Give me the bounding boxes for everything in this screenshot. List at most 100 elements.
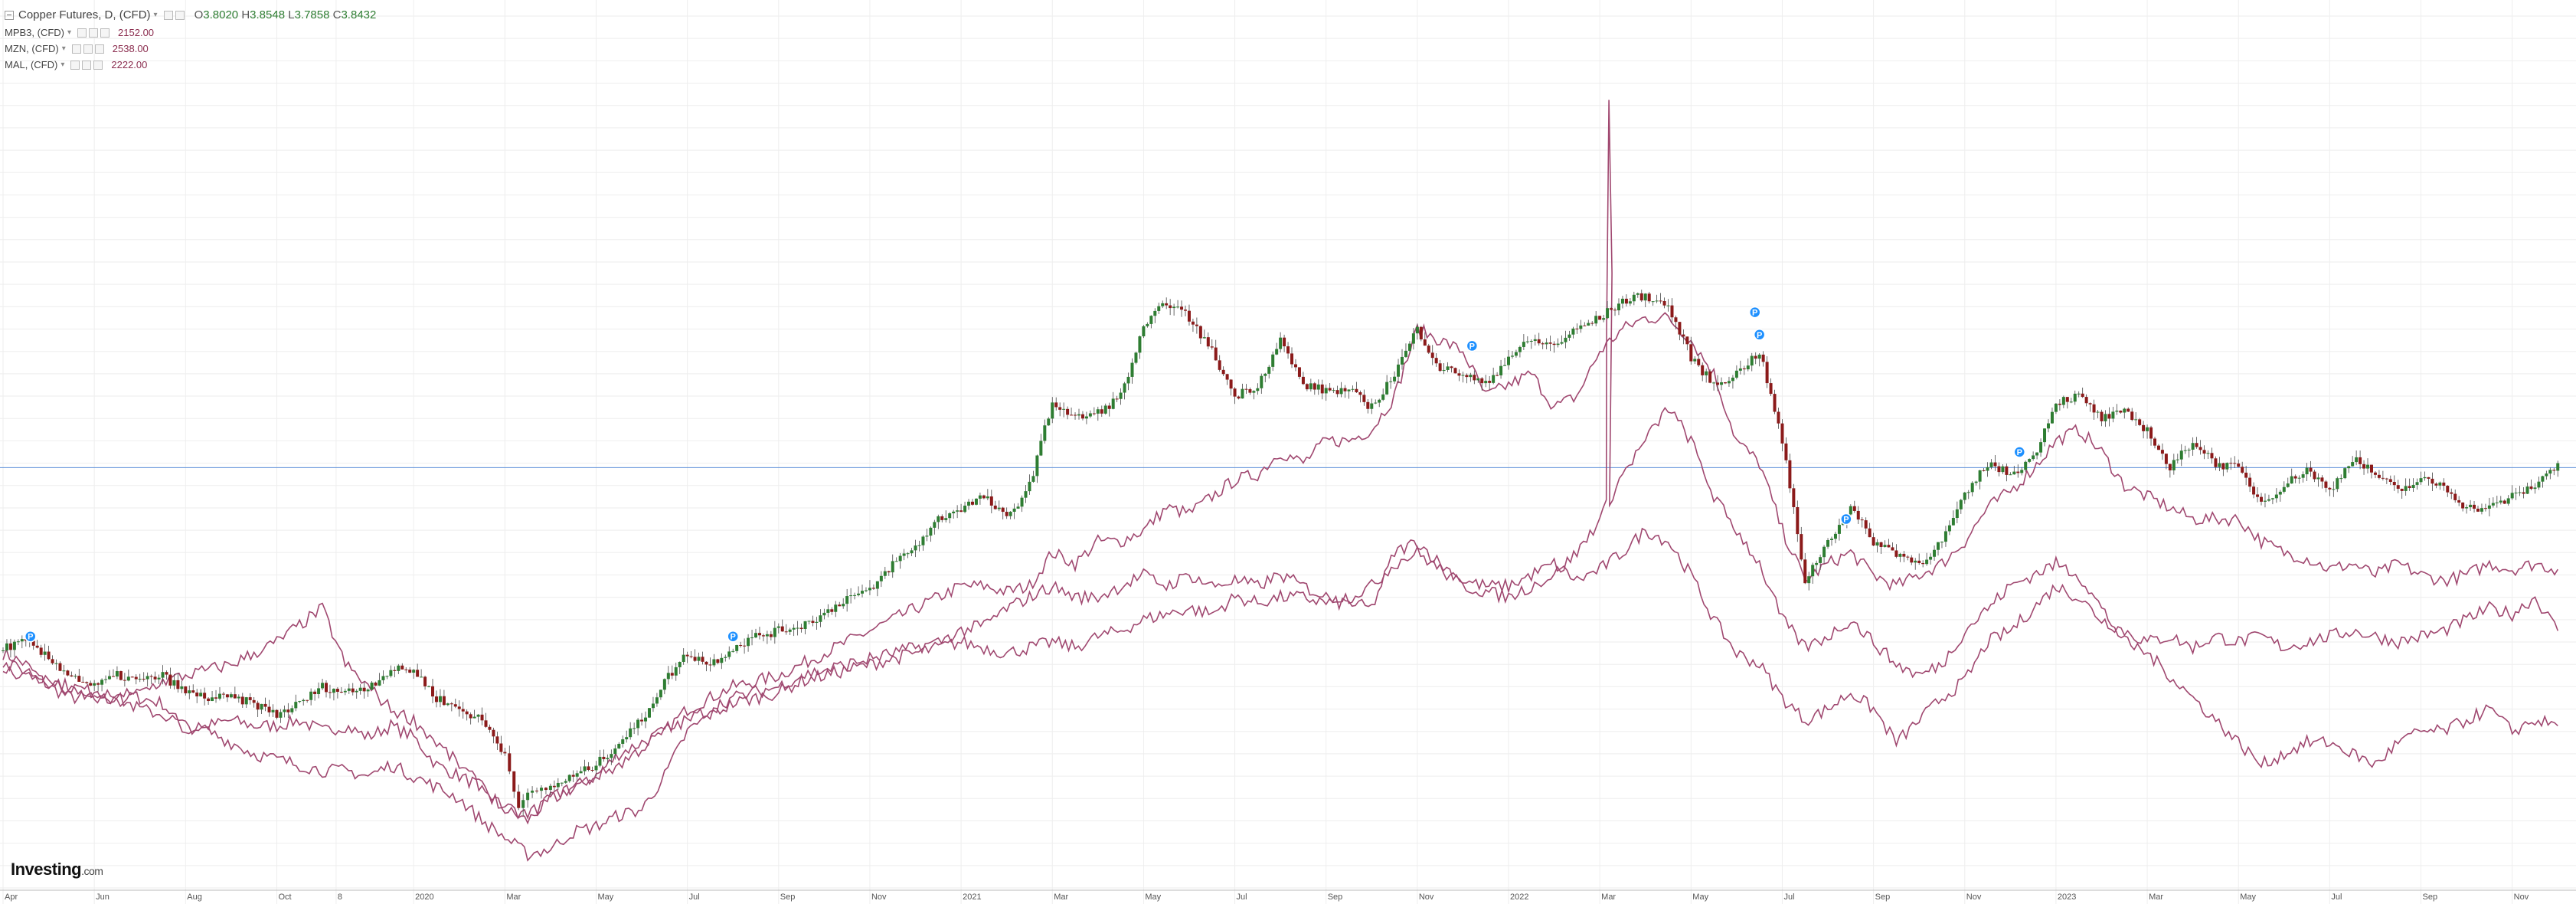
- event-marker-icon[interactable]: P: [2013, 446, 2026, 458]
- candle-body: [191, 690, 195, 693]
- candle-body: [2316, 477, 2320, 480]
- candle-body: [279, 712, 283, 718]
- candle-body: [2343, 468, 2347, 479]
- candle-body: [898, 555, 902, 562]
- candle-body: [1198, 326, 1202, 339]
- x-tick-label: 8: [338, 893, 342, 902]
- candle-body: [484, 720, 488, 727]
- x-tick-label: Mar: [506, 893, 521, 902]
- event-marker-icon[interactable]: P: [1748, 306, 1761, 319]
- legend-settings-icon[interactable]: [163, 11, 173, 20]
- candle-body: [12, 641, 16, 650]
- legend-hide-icon[interactable]: [82, 60, 92, 70]
- candle-body: [1894, 550, 1898, 557]
- candle-body: [1693, 359, 1697, 362]
- candle-body: [267, 706, 271, 712]
- candle-body: [1001, 507, 1005, 513]
- candle-body: [517, 791, 521, 808]
- legend-remove-icon[interactable]: [100, 28, 110, 38]
- candle-body: [1819, 557, 1822, 563]
- candle-body: [2438, 482, 2442, 486]
- candle-body: [214, 697, 218, 699]
- candle-body: [1484, 381, 1488, 384]
- candle-body: [1012, 508, 1016, 512]
- candle-body: [472, 716, 476, 719]
- event-marker-icon[interactable]: P: [1466, 339, 1479, 352]
- candle-body: [655, 697, 659, 704]
- candle-body: [2355, 457, 2359, 463]
- legend-caret-icon[interactable]: ▾: [60, 60, 65, 69]
- legend-caret-icon[interactable]: ▾: [61, 44, 66, 53]
- candle-body: [1385, 382, 1389, 395]
- candle-body: [469, 714, 472, 719]
- x-tick-label: 2023: [2058, 893, 2076, 902]
- candle-body: [1161, 303, 1165, 306]
- candle-body: [2385, 478, 2388, 480]
- event-marker-icon[interactable]: P: [1753, 329, 1766, 341]
- event-marker-icon[interactable]: P: [24, 630, 37, 643]
- candle-body: [1347, 389, 1351, 391]
- candle-body: [1275, 349, 1279, 355]
- candle-body: [933, 522, 937, 528]
- candle-body: [1499, 365, 1503, 375]
- legend-hide-icon[interactable]: [175, 11, 185, 20]
- candle-body: [769, 634, 773, 637]
- legend-caret-icon[interactable]: ▾: [67, 28, 72, 37]
- candle-body: [1267, 366, 1271, 374]
- x-tick-label: Jul: [2331, 893, 2342, 902]
- candle-body: [499, 743, 503, 752]
- candle-body: [1225, 374, 1229, 380]
- candle-body: [857, 593, 861, 595]
- event-marker-icon[interactable]: P: [727, 630, 739, 643]
- candle-body: [993, 505, 997, 509]
- candle-body: [1355, 388, 1358, 392]
- candle-body: [625, 737, 629, 740]
- candle-body: [1062, 408, 1066, 410]
- candle-body: [2069, 401, 2073, 403]
- candle-body: [803, 621, 807, 630]
- candle-body: [1620, 298, 1624, 304]
- candle-body: [2081, 393, 2084, 398]
- candle-body: [85, 682, 89, 683]
- candle-body: [126, 676, 130, 681]
- x-tick-label: Sep: [1328, 893, 1343, 902]
- legend-remove-icon[interactable]: [94, 44, 104, 54]
- candle-body: [1974, 481, 1978, 483]
- candle-body: [1571, 328, 1575, 335]
- legend-hide-icon[interactable]: [83, 44, 93, 54]
- candle-body: [1138, 336, 1142, 353]
- candle-body: [389, 670, 393, 676]
- candle-body: [1309, 383, 1313, 390]
- svg-text:P: P: [731, 633, 736, 642]
- candle-body: [1784, 443, 1788, 460]
- candle-body: [811, 621, 815, 624]
- candle-body: [1248, 389, 1252, 393]
- candle-body: [332, 689, 335, 693]
- candle-body: [1172, 306, 1176, 309]
- candle-body: [963, 506, 967, 513]
- candle-body: [423, 676, 427, 686]
- legend-settings-icon[interactable]: [70, 60, 80, 70]
- candle-body: [640, 719, 644, 722]
- legend-settings-icon[interactable]: [77, 28, 87, 38]
- legend-remove-icon[interactable]: [93, 60, 103, 70]
- candle-body: [217, 693, 221, 699]
- legend-caret-icon[interactable]: ▾: [153, 11, 158, 19]
- candle-body: [2427, 477, 2431, 479]
- candle-body: [1316, 384, 1320, 390]
- candle-body: [2009, 474, 2012, 476]
- candle-body: [579, 771, 583, 774]
- candle-body: [81, 681, 85, 683]
- collapse-legend-icon[interactable]: [5, 11, 14, 20]
- event-marker-icon[interactable]: P: [1840, 513, 1852, 526]
- candle-body: [31, 640, 35, 646]
- candle-body: [1734, 370, 1738, 378]
- legend-hide-icon[interactable]: [89, 28, 99, 38]
- candle-body: [2202, 450, 2206, 454]
- candle-body: [1221, 369, 1225, 375]
- candle-body: [225, 694, 229, 698]
- candle-body: [602, 756, 606, 759]
- candle-body: [757, 633, 761, 636]
- legend-settings-icon[interactable]: [71, 44, 81, 54]
